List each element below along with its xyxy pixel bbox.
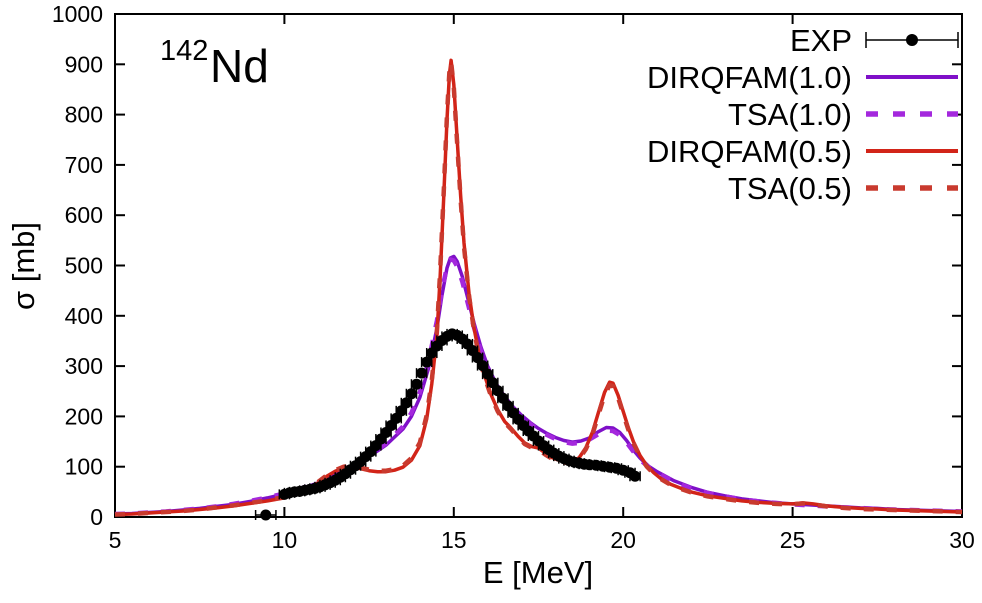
y-tick-label-9: 900: [65, 51, 103, 77]
plot-area: 5 10 15 20 25 3001002003004005006007008009001…: [52, 1, 975, 553]
legend-point-sample: [906, 34, 918, 46]
curve-TSA(0.5): [114, 59, 963, 517]
y-axis-label: σ [mb]: [6, 222, 41, 310]
legend-label: TSA(1.0): [728, 97, 852, 132]
legend: EXPDIRQFAM(1.0)TSA(1.0)DIRQFAM(0.5)TSA(0…: [647, 23, 959, 206]
legend-item-TSA(1.0): TSA(1.0): [728, 97, 958, 132]
exp-data-point: [400, 397, 412, 409]
x-tick-label-5: 30: [949, 527, 975, 553]
title-element-symbol: Nd: [210, 40, 269, 92]
y-tick-label-10: 1000: [52, 1, 103, 27]
legend-item-TSA(0.5): TSA(0.5): [728, 171, 958, 206]
exp-data-point: [487, 377, 499, 389]
x-tick-label-0: 5: [109, 527, 122, 553]
plot-title: 142 Nd: [160, 35, 269, 92]
exp-data-point: [416, 367, 428, 379]
legend-label: TSA(0.5): [728, 171, 852, 206]
y-tick-label-4: 400: [65, 303, 103, 329]
exp-data-point: [629, 470, 641, 482]
exp-data-point: [395, 405, 407, 417]
legend-item-EXP: EXP: [790, 23, 959, 58]
exp-data-point: [260, 509, 272, 521]
y-tick-label-1: 100: [65, 454, 103, 480]
x-tick-label-1: 10: [272, 527, 298, 553]
legend-label: DIRQFAM(1.0): [647, 60, 852, 95]
exp-data-point: [421, 356, 433, 368]
y-tick-label-5: 500: [65, 253, 103, 279]
y-tick-label-7: 700: [65, 152, 103, 178]
legend-label: EXP: [790, 23, 852, 58]
curve-TSA(1.0): [114, 257, 963, 517]
y-tick-label-3: 300: [65, 353, 103, 379]
y-tick-label-6: 600: [65, 202, 103, 228]
series-EXP: [254, 328, 641, 521]
exp-data-point: [472, 352, 484, 364]
x-tick-label-3: 20: [610, 527, 636, 553]
y-tick-label-8: 800: [65, 102, 103, 128]
exp-data-point: [405, 388, 417, 400]
exp-data-point: [477, 360, 489, 372]
curve-DIRQFAM(1.0): [114, 254, 963, 516]
x-tick-label-4: 25: [780, 527, 806, 553]
legend-item-DIRQFAM(1.0): DIRQFAM(1.0): [647, 60, 958, 95]
exp-data-point: [482, 368, 494, 380]
legend-label: DIRQFAM(0.5): [647, 134, 852, 169]
exp-data-point: [411, 378, 423, 390]
title-mass-superscript: 142: [160, 35, 208, 67]
x-tick-label-2: 15: [441, 527, 467, 553]
legend-item-DIRQFAM(0.5): DIRQFAM(0.5): [647, 134, 958, 169]
y-tick-label-0: 0: [90, 504, 103, 530]
x-axis-label: E [MeV]: [483, 555, 593, 590]
y-tick-label-2: 200: [65, 403, 103, 429]
